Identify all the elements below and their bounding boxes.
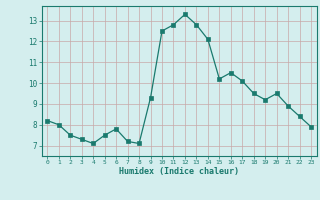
X-axis label: Humidex (Indice chaleur): Humidex (Indice chaleur) <box>119 167 239 176</box>
